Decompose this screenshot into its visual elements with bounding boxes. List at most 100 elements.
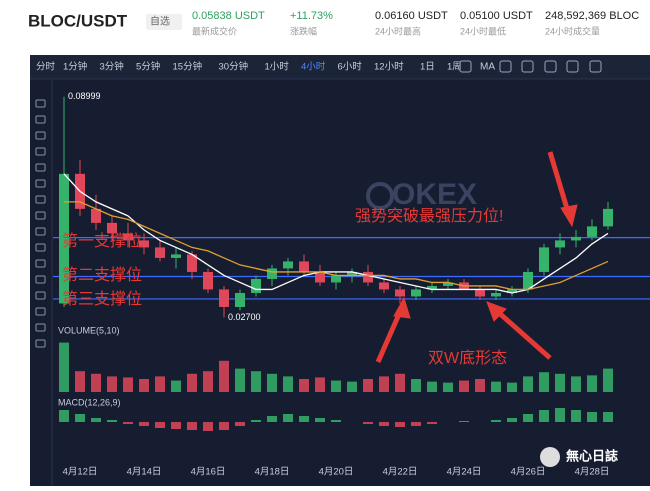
- candle-body: [299, 261, 309, 272]
- macd-bar: [395, 422, 405, 427]
- candle-body: [155, 247, 165, 258]
- label: 24小时成交量: [545, 25, 600, 36]
- macd-bar: [59, 410, 69, 422]
- pair: BLOC/USDT: [28, 11, 128, 30]
- tool-icon[interactable]: [35, 243, 46, 252]
- interval[interactable]: 15分钟: [173, 61, 203, 73]
- arrow-head: [393, 296, 411, 319]
- volume-bar: [459, 380, 469, 392]
- tool-icon[interactable]: [35, 115, 46, 124]
- macd-bar: [507, 418, 517, 422]
- macd-bar: [219, 422, 229, 430]
- tool-icon[interactable]: [35, 291, 46, 300]
- interval[interactable]: 5分钟: [136, 61, 160, 73]
- label: 最新成交价: [192, 25, 237, 36]
- macd-bar: [411, 422, 421, 426]
- high-marker: 0.08999: [68, 91, 101, 101]
- volume-bar: [187, 373, 197, 392]
- interval[interactable]: 12小时: [374, 61, 404, 73]
- annotation: 双W底形态: [428, 349, 507, 367]
- x-tick-label: 4月16日: [191, 467, 226, 478]
- candle-body: [443, 282, 453, 286]
- candle-body: [251, 278, 261, 293]
- tool-icon[interactable]: [35, 259, 46, 268]
- candle-body: [427, 285, 437, 290]
- volume-bar: [539, 372, 549, 392]
- interval[interactable]: 6小时: [338, 61, 363, 73]
- macd-bar: [203, 422, 213, 431]
- annotation: 第三支撑位: [62, 290, 142, 308]
- tool-icon[interactable]: [459, 60, 472, 73]
- tool-icon[interactable]: [35, 211, 46, 220]
- tool-icon[interactable]: [35, 307, 46, 316]
- macd-bar: [107, 420, 117, 422]
- tool-icon[interactable]: [566, 60, 579, 73]
- tool-icon[interactable]: [35, 195, 46, 204]
- volume-bar: [475, 379, 485, 392]
- interval[interactable]: 4小时: [301, 61, 326, 73]
- x-tick-label: 4月12日: [63, 467, 98, 478]
- tool-icon[interactable]: [35, 227, 46, 236]
- tool-icon[interactable]: [35, 163, 46, 172]
- macd-bar: [363, 422, 373, 424]
- tool-icon[interactable]: [35, 131, 46, 140]
- low-marker: 0.02700: [228, 312, 261, 322]
- macd-bar: [523, 414, 533, 422]
- candle-body: [315, 271, 325, 283]
- tool-icon[interactable]: [544, 60, 557, 73]
- macd-bar: [299, 416, 309, 422]
- interval[interactable]: 分时: [36, 61, 56, 73]
- tool-icon[interactable]: [35, 275, 46, 284]
- tool-icon[interactable]: [35, 323, 46, 332]
- volume-bar: [59, 342, 69, 392]
- candle-body: [139, 240, 149, 248]
- volume-title: VOLUME(5,10): [58, 325, 120, 335]
- macd-bar: [251, 420, 261, 422]
- low: 0.05100 USDT: [460, 10, 533, 22]
- volume-bar: [75, 371, 85, 392]
- indicator[interactable]: MA: [480, 62, 495, 73]
- arrow: [496, 310, 552, 360]
- tool-icon[interactable]: [589, 60, 602, 73]
- favorite[interactable]: 自选: [150, 15, 170, 28]
- x-tick-label: 4月24日: [447, 467, 482, 478]
- x-tick-label: 4月26日: [511, 467, 546, 478]
- tool-icon[interactable]: [521, 60, 534, 73]
- x-tick-label: 4月14日: [127, 467, 162, 478]
- plot: 4月12日 4月14日 4月16日 4月18日 4月20日 4月22日 4月24日 4月26日…: [53, 91, 650, 478]
- volume-bar: [379, 376, 389, 392]
- tool-icon[interactable]: [35, 99, 46, 108]
- interval[interactable]: 30分钟: [219, 61, 249, 73]
- favorite-button[interactable]: [146, 14, 182, 30]
- macd-bar: [587, 412, 597, 422]
- candle-body: [379, 282, 389, 290]
- candle-body: [283, 261, 293, 269]
- candle-body: [235, 292, 245, 307]
- interval[interactable]: 1分钟: [63, 61, 87, 73]
- tool-icon[interactable]: [35, 147, 46, 156]
- tool-icon[interactable]: [35, 179, 46, 188]
- volume-bar: [219, 360, 229, 392]
- interval[interactable]: 1小时: [265, 61, 290, 73]
- macd-bar: [539, 410, 549, 422]
- candle-body: [411, 289, 421, 297]
- tool-icon[interactable]: [35, 339, 46, 348]
- interval[interactable]: 1周: [447, 62, 462, 73]
- candle-body: [59, 173, 69, 304]
- interval[interactable]: 1日: [420, 62, 435, 73]
- macd-bar: [139, 422, 149, 426]
- volume-bar: [427, 381, 437, 392]
- volume-bar: [155, 376, 165, 392]
- macd-bar: [331, 420, 341, 422]
- interval[interactable]: 3分钟: [100, 61, 124, 73]
- label: 24小时最低: [460, 25, 506, 36]
- high: 0.06160 USDT: [375, 10, 448, 22]
- volume-bar: [603, 368, 613, 392]
- candle-body: [555, 240, 565, 248]
- macd-bar: [283, 414, 293, 422]
- arrow: [375, 310, 403, 364]
- macd-bar: [91, 418, 101, 422]
- tool-icon[interactable]: [499, 60, 512, 73]
- volume-bar: [107, 376, 117, 392]
- candle-body: [539, 247, 549, 272]
